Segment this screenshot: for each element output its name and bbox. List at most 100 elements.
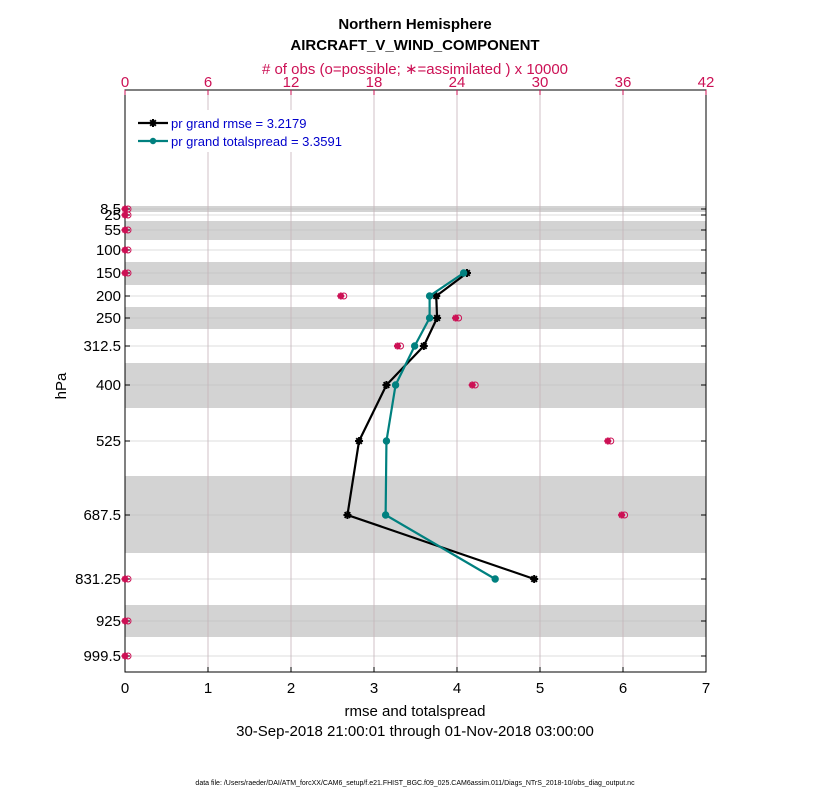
star-stroke	[530, 575, 538, 583]
top-tick-label: 6	[204, 74, 212, 91]
top-tick-label: 24	[449, 74, 466, 91]
obs-assimilated-marker	[121, 269, 129, 277]
series-1-point-star	[433, 314, 442, 322]
star-stroke	[121, 226, 129, 234]
shaded-band	[125, 476, 706, 553]
series-2-point	[391, 381, 400, 389]
level-tick-label: 999.5	[83, 648, 121, 665]
obs-assimilated-marker	[452, 314, 460, 322]
series-1-point-star	[432, 292, 441, 300]
top-tick-label: 36	[615, 74, 632, 91]
series-2-point	[425, 292, 434, 300]
legend-entry-1: pr grand rmse = 3.2179	[171, 116, 307, 131]
level-tick-label: 250	[96, 310, 121, 327]
series-2-point	[491, 575, 499, 583]
star-stroke	[432, 292, 440, 300]
shaded-band	[125, 221, 706, 240]
obs-assimilated-marker	[121, 246, 129, 254]
level-tick-label: 100	[96, 242, 121, 259]
star-stroke	[121, 211, 129, 219]
legend: pr grand rmse = 3.2179 pr grand totalspre…	[128, 110, 366, 152]
star-stroke	[452, 314, 459, 322]
level-tick-label: 312.5	[83, 338, 121, 355]
series-1-point-star	[530, 575, 539, 583]
legend-marker-star-1	[149, 119, 157, 127]
obs-assimilated-marker	[604, 437, 612, 445]
top-tick-label: 12	[283, 74, 300, 91]
star-stroke	[618, 511, 625, 519]
footnote: data file: /Users/raeder/DAI/ATM_forcXX/…	[195, 780, 635, 787]
x-tick-label: 1	[204, 680, 212, 697]
star-stroke	[337, 292, 344, 300]
shaded-bands	[125, 206, 706, 637]
level-tick-label: 525	[96, 433, 121, 450]
obs-assimilated-marker	[394, 342, 402, 350]
obs-count-markers	[121, 205, 629, 660]
x-tick-label: 7	[702, 680, 710, 697]
series-lines	[343, 269, 539, 583]
top-tick-label: 18	[366, 74, 383, 91]
level-tick-label: 200	[96, 288, 121, 305]
x-tick-label: 3	[370, 680, 378, 697]
level-tick-label: 8.5	[100, 201, 121, 218]
series-2-point	[381, 511, 390, 519]
series-1-point-star	[419, 342, 428, 350]
level-tick-label: 25	[104, 207, 121, 224]
shaded-band	[125, 363, 706, 408]
series-1-point-star	[343, 511, 352, 519]
level-tick-label: 150	[96, 265, 121, 282]
series-2-point	[410, 342, 419, 350]
level-tick-label: 687.5	[83, 507, 121, 524]
obs-assimilated-marker	[121, 226, 129, 234]
shaded-band	[125, 262, 706, 285]
star-stroke	[433, 314, 441, 322]
top-axis-label: # of obs (o=possible; ∗=assimilated ) x …	[262, 61, 568, 78]
star-stroke	[121, 617, 129, 625]
star-stroke	[121, 269, 129, 277]
legend-box	[128, 110, 366, 152]
x-axis-label: rmse and totalspread	[345, 703, 486, 720]
obs-assimilated-marker	[121, 652, 129, 660]
obs-assimilated-marker	[121, 205, 129, 213]
x-tick-label: 0	[121, 680, 129, 697]
star-stroke	[343, 511, 351, 519]
star-stroke	[121, 205, 129, 213]
obs-assimilated-marker	[337, 292, 345, 300]
obs-assimilated-marker	[121, 575, 129, 583]
x-tick-label: 6	[619, 680, 627, 697]
legend-entry-2: pr grand totalspread = 3.3591	[171, 134, 342, 149]
bottom-axis: 0 1 2 3 4 5 6 7	[121, 667, 710, 697]
series-2-point	[425, 314, 434, 322]
star-stroke	[382, 381, 390, 389]
level-tick-label: 55	[104, 222, 121, 239]
star-stroke	[420, 342, 428, 350]
series-2-point	[382, 437, 391, 445]
star-stroke	[394, 342, 401, 350]
star-stroke	[469, 381, 476, 389]
y-axis-label: hPa	[53, 372, 70, 399]
obs-assimilated-marker	[468, 381, 476, 389]
x-tick-label: 5	[536, 680, 544, 697]
x-tick-label: 2	[287, 680, 295, 697]
top-tick-label: 42	[698, 74, 715, 91]
star-stroke	[121, 246, 129, 254]
chart-title: Northern Hemisphere	[338, 16, 491, 33]
level-tick-label: 400	[96, 377, 121, 394]
level-tick-label: 831.25	[75, 571, 121, 588]
date-range: 30-Sep-2018 21:00:01 through 01-Nov-2018…	[236, 723, 594, 740]
grid-lines	[124, 90, 707, 672]
top-axis: 0 6 12 18 24 30 36 42	[121, 74, 715, 95]
x-tick-label: 4	[453, 680, 461, 697]
star-stroke	[121, 575, 129, 583]
star-stroke	[149, 119, 157, 127]
obs-assimilated-marker	[121, 211, 129, 219]
obs-assimilated-marker	[121, 617, 129, 625]
top-tick-label: 0	[121, 74, 129, 91]
series-1-point-star	[355, 437, 364, 445]
star-stroke	[355, 437, 363, 445]
star-stroke	[604, 437, 611, 445]
star-stroke	[121, 652, 129, 660]
series-1-point-star	[382, 381, 391, 389]
